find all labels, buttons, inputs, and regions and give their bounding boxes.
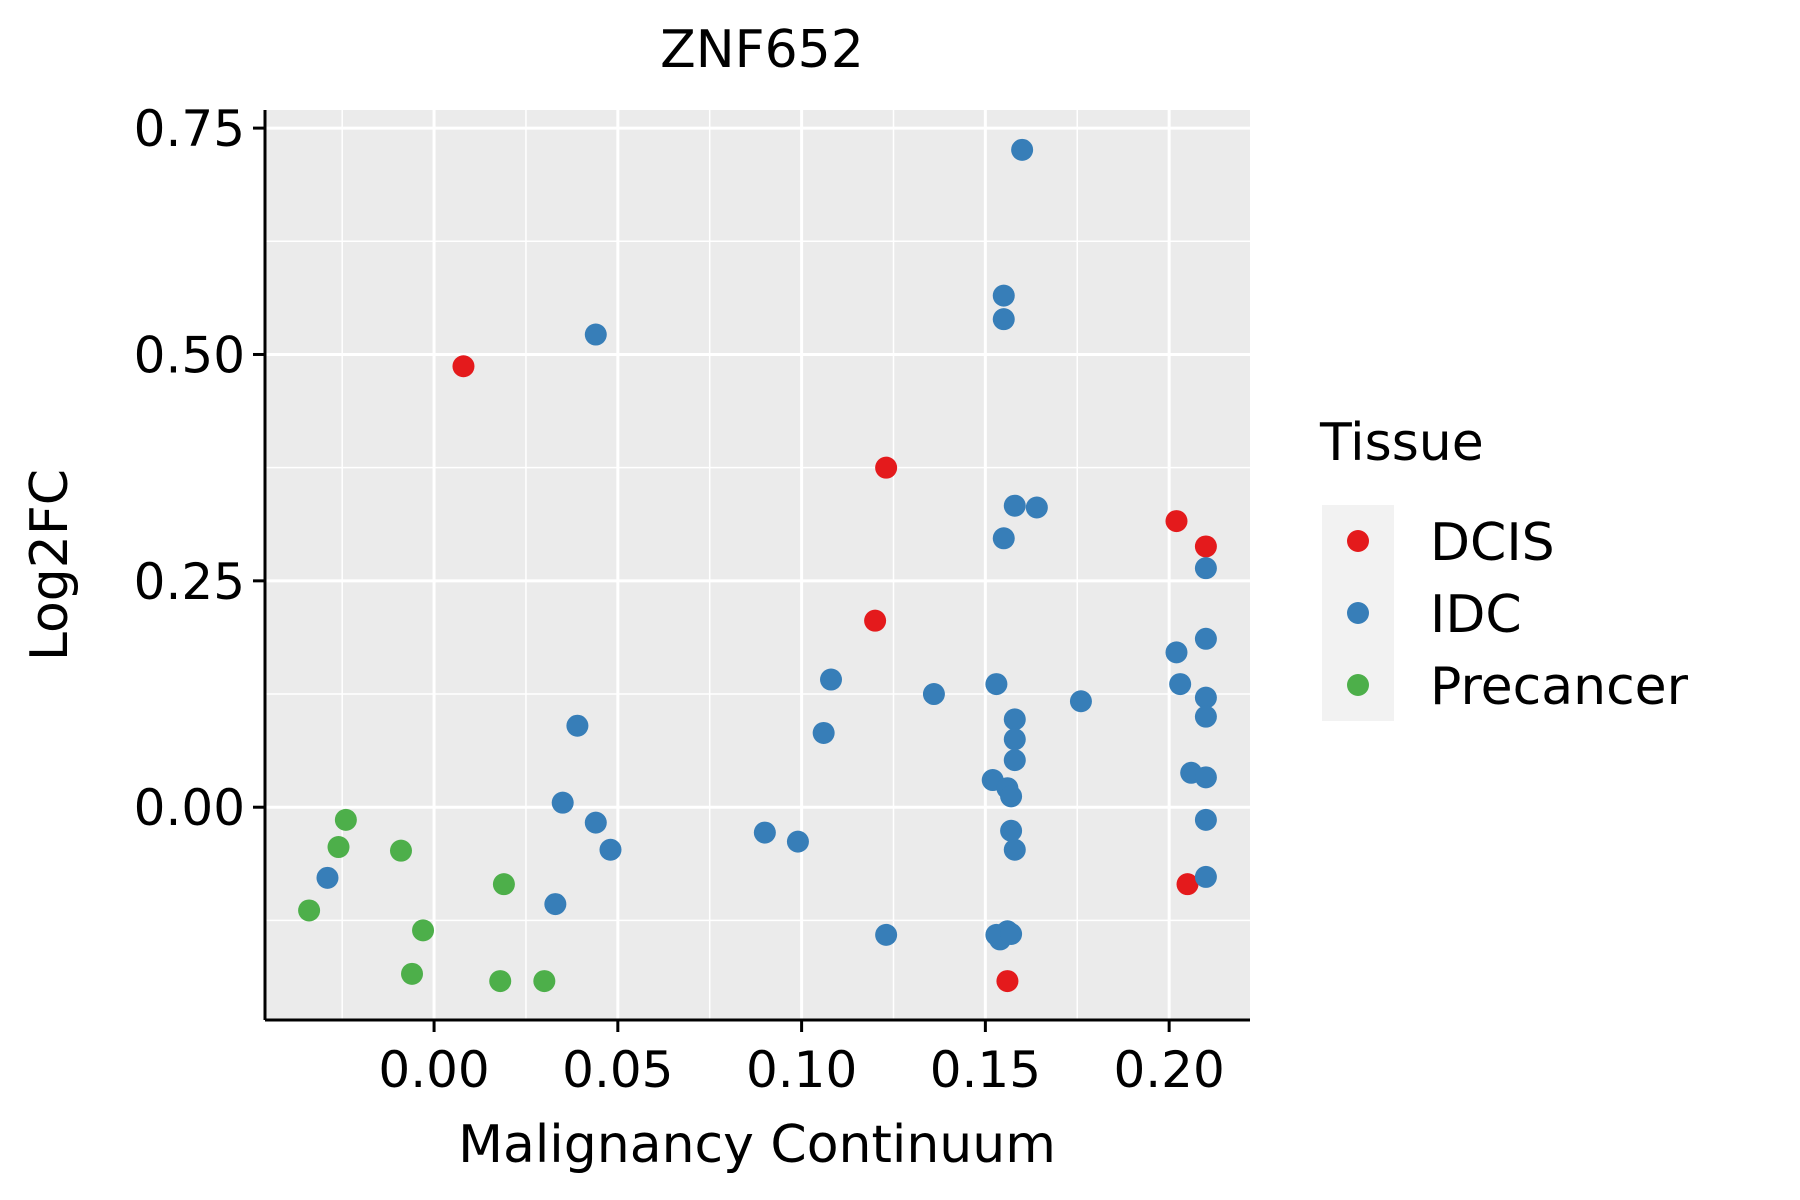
y-tick-label: 0.25 xyxy=(134,553,245,611)
point-dcis xyxy=(1165,510,1188,533)
point-precancer xyxy=(389,839,412,862)
point-idc xyxy=(584,811,607,834)
point-idc xyxy=(316,866,339,889)
point-precancer xyxy=(327,836,350,859)
point-dcis xyxy=(996,970,1019,993)
point-idc xyxy=(1003,838,1026,861)
x-tick-label: 0.20 xyxy=(1113,1041,1224,1099)
point-dcis xyxy=(864,609,887,632)
point-idc xyxy=(1025,496,1048,519)
point-precancer xyxy=(412,919,435,942)
point-idc xyxy=(1194,705,1217,728)
point-idc xyxy=(1169,673,1192,696)
point-dcis xyxy=(452,355,475,378)
point-idc xyxy=(584,323,607,346)
point-idc xyxy=(812,721,835,744)
x-axis-ticks: 0.00 0.05 0.10 0.15 0.20 xyxy=(378,1020,1225,1099)
point-precancer xyxy=(489,970,512,993)
point-idc xyxy=(1003,708,1026,731)
point-idc xyxy=(1000,819,1023,842)
point-idc xyxy=(875,923,898,946)
legend-key-dcis xyxy=(1347,530,1369,552)
legend-title: Tissue xyxy=(1319,413,1484,473)
point-precancer xyxy=(334,808,357,831)
y-axis-ticks: 0.00 0.25 0.50 0.75 xyxy=(134,100,265,837)
point-idc xyxy=(1194,808,1217,831)
point-idc xyxy=(1000,922,1023,945)
point-precancer xyxy=(401,962,424,985)
point-idc xyxy=(1011,138,1034,161)
legend-key-idc xyxy=(1347,602,1369,624)
point-precancer xyxy=(533,970,556,993)
point-idc xyxy=(753,821,776,844)
x-axis-title: Malignancy Continuum xyxy=(458,1115,1056,1175)
point-precancer xyxy=(298,899,321,922)
x-tick-label: 0.10 xyxy=(746,1041,857,1099)
plot-panel xyxy=(265,110,1250,1020)
point-idc xyxy=(786,830,809,853)
point-idc xyxy=(1194,865,1217,888)
point-idc xyxy=(922,683,945,706)
chart-title: ZNF652 xyxy=(660,20,864,80)
point-idc xyxy=(1165,641,1188,664)
major-gridlines xyxy=(265,110,1250,1020)
point-idc xyxy=(1194,557,1217,580)
point-idc xyxy=(1003,494,1026,517)
x-tick-label: 0.00 xyxy=(378,1041,489,1099)
point-idc xyxy=(1000,785,1023,808)
data-points xyxy=(298,138,1217,993)
y-tick-label: 0.75 xyxy=(134,100,245,158)
point-idc xyxy=(1003,749,1026,772)
legend-label-precancer: Precancer xyxy=(1430,657,1689,717)
point-idc xyxy=(985,673,1008,696)
legend-key-precancer xyxy=(1347,674,1369,696)
point-idc xyxy=(992,284,1015,307)
legend-label-dcis: DCIS xyxy=(1430,513,1555,573)
point-dcis xyxy=(1176,873,1199,896)
point-idc xyxy=(1194,766,1217,789)
point-idc xyxy=(992,308,1015,331)
point-idc xyxy=(1069,690,1092,713)
point-idc xyxy=(820,668,843,691)
point-precancer xyxy=(492,873,515,896)
point-idc xyxy=(1194,627,1217,650)
point-idc xyxy=(566,714,589,737)
y-axis-title: Log2FC xyxy=(20,469,80,661)
point-idc xyxy=(1194,686,1217,709)
point-dcis xyxy=(1194,535,1217,558)
y-tick-label: 0.50 xyxy=(134,326,245,384)
legend-label-idc: IDC xyxy=(1430,585,1522,645)
point-idc xyxy=(1003,728,1026,751)
point-dcis xyxy=(875,456,898,479)
x-tick-label: 0.15 xyxy=(930,1041,1041,1099)
point-idc xyxy=(992,527,1015,550)
point-idc xyxy=(551,791,574,814)
point-idc xyxy=(544,893,567,916)
minor-gridlines xyxy=(265,110,1250,1020)
legend: Tissue DCIS IDC Precancer xyxy=(1319,413,1689,721)
y-tick-label: 0.00 xyxy=(134,779,245,837)
x-tick-label: 0.05 xyxy=(562,1041,673,1099)
point-idc xyxy=(599,838,622,861)
